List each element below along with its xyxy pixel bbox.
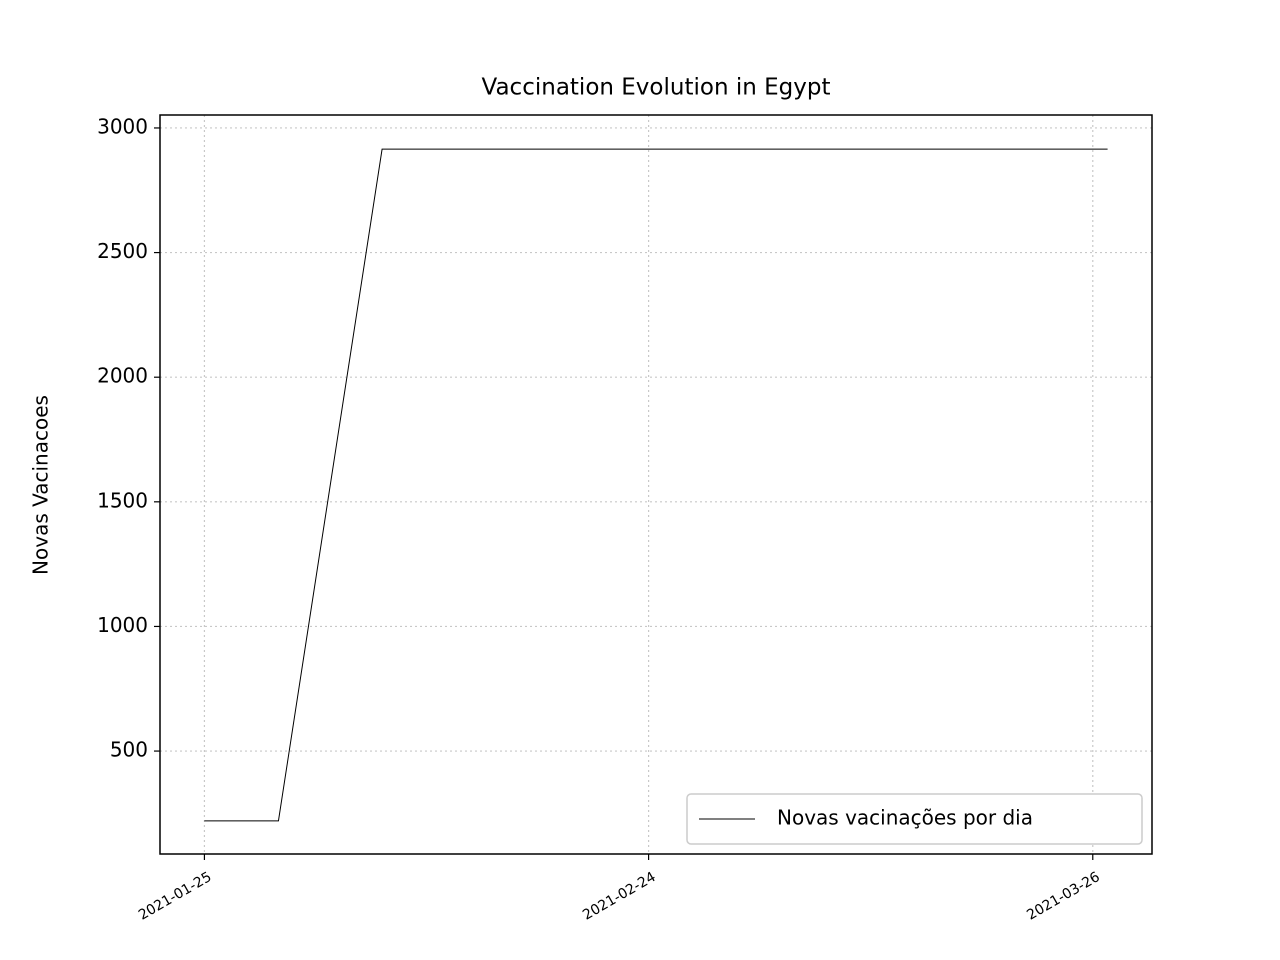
x-axis-label: Data bbox=[632, 957, 680, 960]
legend-label: Novas vacinações por dia bbox=[777, 806, 1033, 830]
x-tick-label: 2021-02-24 bbox=[580, 869, 659, 924]
y-tick-label: 1000 bbox=[97, 613, 148, 637]
data-line bbox=[204, 148, 1108, 822]
legend-box bbox=[686, 793, 1143, 845]
y-tick-label: 2000 bbox=[97, 364, 148, 388]
y-tick-label: 500 bbox=[110, 738, 148, 762]
y-tick-label: 3000 bbox=[97, 114, 148, 138]
x-tick-label: 2021-03-26 bbox=[1024, 869, 1103, 924]
plot-frame bbox=[159, 114, 1153, 855]
y-tick-label: 2500 bbox=[97, 239, 148, 263]
y-tick-label: 1500 bbox=[97, 488, 148, 512]
chart-title: Vaccination Evolution in Egypt bbox=[482, 75, 831, 101]
y-axis-label: Novas Vacinacoes bbox=[29, 395, 53, 575]
x-tick-label: 2021-01-25 bbox=[136, 869, 214, 924]
